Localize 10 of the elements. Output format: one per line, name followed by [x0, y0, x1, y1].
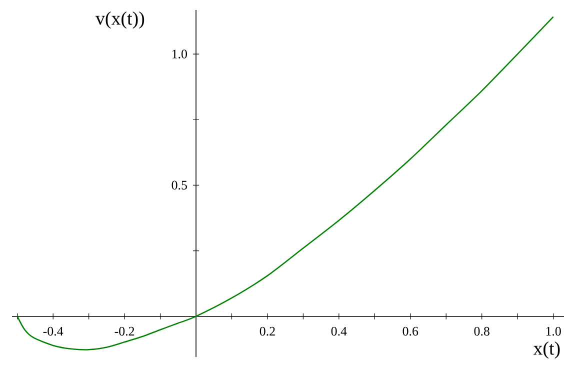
x-tick-label: 0.8 [474, 326, 490, 336]
x-tick-label: -0.4 [43, 326, 64, 336]
x-axis-title: x(t) [533, 341, 560, 359]
x-tick-label: 0.6 [402, 326, 418, 336]
x-tick-label: 1.0 [546, 326, 561, 336]
y-axis-title: v(x(t)) [95, 11, 144, 29]
y-tick-label: 0.5 [172, 180, 187, 190]
x-tick-label: 0.2 [260, 326, 275, 336]
x-tick-label: -0.2 [114, 326, 134, 336]
x-tick-label: 0.4 [331, 326, 347, 336]
